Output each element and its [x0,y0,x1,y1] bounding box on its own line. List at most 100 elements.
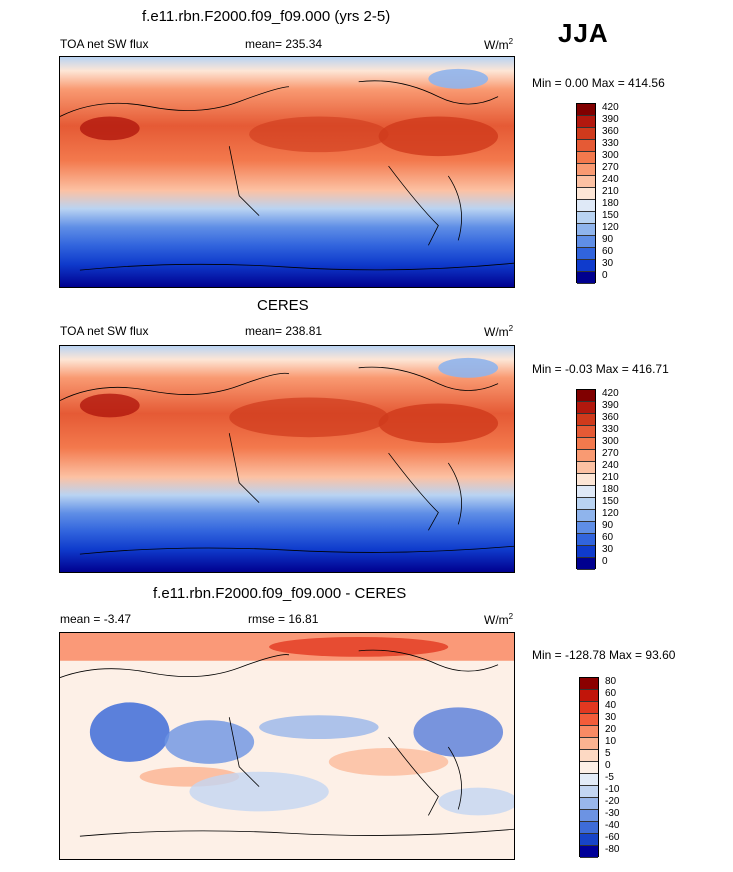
panel2-variable-label: TOA net SW flux [60,324,149,338]
colorbar-tick-label: 90 [602,520,614,531]
colorbar-tick-label: 180 [602,198,619,209]
colorbar-tick-label: 330 [602,424,619,435]
colorbar-tick-label: -60 [605,832,620,843]
colorbar-tick-label: 300 [602,436,619,447]
colorbar-tick-label: -10 [605,784,620,795]
colorbar-swatch [577,402,595,414]
colorbar-tick-label: 0 [602,270,608,281]
colorbar-swatch [577,534,595,546]
colorbar-swatch [580,750,598,762]
colorbar-tick-label: 390 [602,114,619,125]
colorbar-swatch [577,510,595,522]
colorbar-tick-label: 420 [602,102,619,113]
colorbar-tick-label: 270 [602,162,619,173]
colorbar-swatch [577,558,595,570]
colorbar-swatch [577,212,595,224]
panel2-minmax: Min = -0.03 Max = 416.71 [532,362,669,376]
colorbar-tick-label: 210 [602,472,619,483]
colorbar-tick-label: 30 [605,712,617,723]
panel3-map [59,632,515,860]
colorbar-tick-label: -20 [605,796,620,807]
colorbar-tick-label: 360 [602,412,619,423]
colorbar-swatch [577,438,595,450]
colorbar-swatch [577,474,595,486]
colorbar-tick-label: 300 [602,150,619,161]
colorbar-swatch [577,450,595,462]
colorbar-swatch [577,414,595,426]
panel2-units: W/m2 [484,324,514,339]
panel3-minmax: Min = -128.78 Max = 93.60 [532,648,676,662]
colorbar-swatch [580,762,598,774]
colorbar-tick-label: 60 [602,246,614,257]
colorbar-tick-label: 40 [605,700,617,711]
colorbar-tick-label: 120 [602,222,619,233]
colorbar-swatch [580,702,598,714]
colorbar-tick-label: -5 [605,772,614,783]
panel1-variable-label: TOA net SW flux [60,37,149,51]
colorbar-tick-label: -80 [605,844,620,855]
panel2-mean-label: mean= 238.81 [245,324,323,338]
colorbar-swatch [577,164,595,176]
colorbar-swatch [580,810,598,822]
colorbar-swatch [580,822,598,834]
panel3-units: W/m2 [484,612,514,627]
colorbar-tick-label: 0 [602,556,608,567]
colorbar-swatch [577,522,595,534]
panel1-title: f.e11.rbn.F2000.f09_f09.000 (yrs 2-5) [142,8,391,25]
panel1-map [59,56,515,288]
panel3-rmse-label: rmse = 16.81 [248,612,319,626]
colorbar-tick-label: 150 [602,496,619,507]
colorbar-tick-label: 180 [602,484,619,495]
colorbar-swatch [580,726,598,738]
colorbar-tick-label: 270 [602,448,619,459]
colorbar-swatch [577,140,595,152]
colorbar-swatch [577,248,595,260]
colorbar-swatch [577,426,595,438]
colorbar-swatch [577,390,595,402]
panel3-mean-label: mean = -3.47 [60,612,132,626]
season-label: JJA [558,18,609,48]
colorbar-tick-label: 240 [602,460,619,471]
colorbar-tick-label: 150 [602,210,619,221]
colorbar-swatch [577,104,595,116]
colorbar-swatch [577,176,595,188]
colorbar-swatch [577,462,595,474]
colorbar-tick-label: 60 [602,532,614,543]
colorbar-tick-label: 80 [605,676,617,687]
panel2-colorbar [576,389,596,570]
colorbar-tick-label: 210 [602,186,619,197]
colorbar-swatch [577,116,595,128]
colorbar-tick-label: 20 [605,724,617,735]
colorbar-tick-label: 330 [602,138,619,149]
colorbar-swatch [577,546,595,558]
colorbar-swatch [580,846,598,858]
colorbar-tick-label: 360 [602,126,619,137]
colorbar-tick-label: 420 [602,388,619,399]
colorbar-tick-label: 5 [605,748,611,759]
panel1-minmax: Min = 0.00 Max = 414.56 [532,76,665,90]
colorbar-tick-label: 90 [602,234,614,245]
colorbar-swatch [577,200,595,212]
colorbar-swatch [577,128,595,140]
colorbar-tick-label: 60 [605,688,617,699]
colorbar-tick-label: 390 [602,400,619,411]
colorbar-tick-label: -30 [605,808,620,819]
colorbar-swatch [577,236,595,248]
colorbar-swatch [577,486,595,498]
colorbar-tick-label: 30 [602,258,614,269]
colorbar-swatch [580,786,598,798]
panel3-title: f.e11.rbn.F2000.f09_f09.000 - CERES [153,585,407,602]
colorbar-swatch [580,798,598,810]
panel3-colorbar [579,677,599,858]
colorbar-tick-label: 30 [602,544,614,555]
colorbar-swatch [580,714,598,726]
colorbar-swatch [577,272,595,284]
colorbar-swatch [577,260,595,272]
colorbar-swatch [580,774,598,786]
colorbar-swatch [577,188,595,200]
colorbar-tick-label: 10 [605,736,617,747]
colorbar-swatch [580,678,598,690]
colorbar-tick-label: -40 [605,820,620,831]
colorbar-swatch [577,152,595,164]
colorbar-swatch [577,224,595,236]
